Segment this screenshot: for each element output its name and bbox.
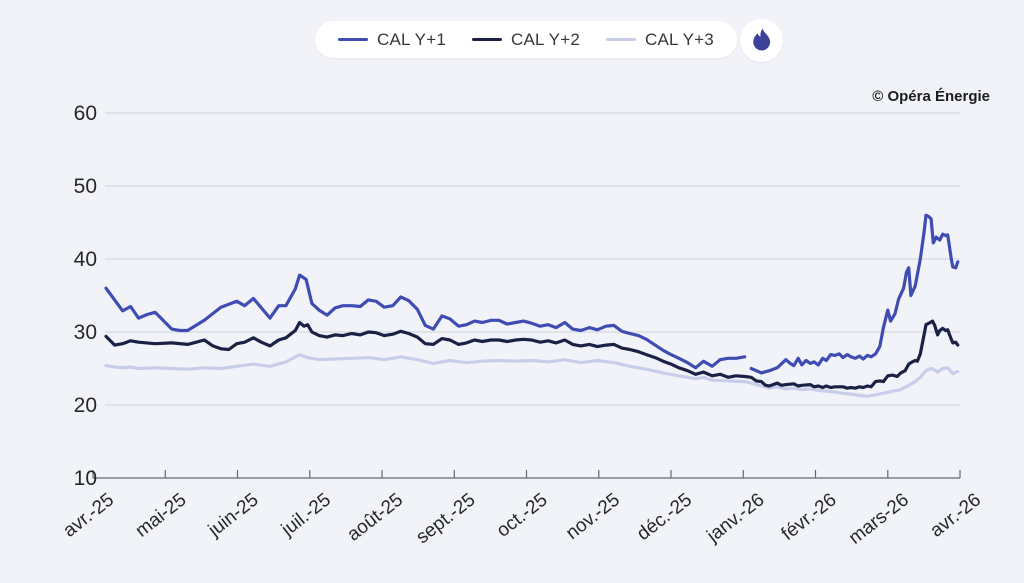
legend-label-cal-y1: CAL Y+1 [377, 29, 446, 49]
x-tick-label-mars-26: mars-26 [845, 489, 913, 548]
series-line-cal-y-1-seg2 [749, 213, 960, 375]
x-axis-labels: avr.-25 mai-25 juin-25 juil.-25 août-25 sept.… [59, 489, 985, 548]
y-tick-label-50: 50 [74, 175, 97, 198]
x-tick-label-d-c-25: déc.-25 [633, 489, 696, 545]
x-tick-label-sept-25: sept.-25 [412, 489, 479, 548]
legend-item-cal-y3[interactable]: CAL Y+3 [605, 29, 714, 50]
y-tick-label-10: 10 [74, 467, 97, 490]
y-tick-label-60: 60 [74, 102, 97, 125]
x-tick-label-avr-25: avr.-25 [59, 489, 118, 541]
gas-toggle-button[interactable] [740, 19, 783, 62]
x-axis [92, 470, 961, 479]
y-axis-labels: 10 20 30 40 50 60 [74, 102, 97, 490]
x-tick-label-janv-26: janv.-26 [703, 489, 769, 547]
x-tick-label-oct-25: oct.-25 [493, 489, 552, 541]
legend-item-cal-y1[interactable]: CAL Y+1 [338, 30, 446, 50]
line-swatch-cal-y3 [605, 38, 636, 41]
y-tick-label-30: 30 [74, 321, 97, 344]
legend-label-cal-y3: CAL Y+3 [644, 29, 714, 49]
line-swatch-cal-y1 [338, 38, 369, 41]
x-tick-label-ao-t-25: août-25 [343, 489, 407, 545]
series-line-cal-y-2 [104, 319, 960, 390]
x-tick-label-juin-25: juin-25 [204, 489, 263, 541]
legend: CAL Y+1 CAL Y+2 CAL Y+3 [315, 21, 737, 58]
legend-item-cal-y2[interactable]: CAL Y+2 [472, 30, 580, 50]
x-tick-label-nov-25: nov.-25 [562, 489, 624, 544]
series-line-cal-y-3 [104, 353, 960, 398]
x-tick-label-mai-25: mai-25 [132, 489, 191, 541]
series-lines [104, 213, 960, 398]
gridlines [105, 112, 960, 406]
y-tick-label-20: 20 [74, 394, 97, 417]
series-line-cal-y-1-seg1 [104, 273, 747, 370]
x-tick-label-f-vr-26: févr.-26 [778, 489, 841, 545]
x-tick-label-avr-26: avr.-26 [926, 489, 985, 541]
legend-label-cal-y2: CAL Y+2 [511, 29, 580, 49]
y-tick-label-40: 40 [74, 248, 97, 271]
line-swatch-cal-y2 [472, 38, 502, 41]
copyright-text: © Opéra Énergie [872, 88, 990, 105]
x-tick-label-juil-25: juil.-25 [277, 489, 335, 541]
flame-icon [753, 28, 771, 51]
